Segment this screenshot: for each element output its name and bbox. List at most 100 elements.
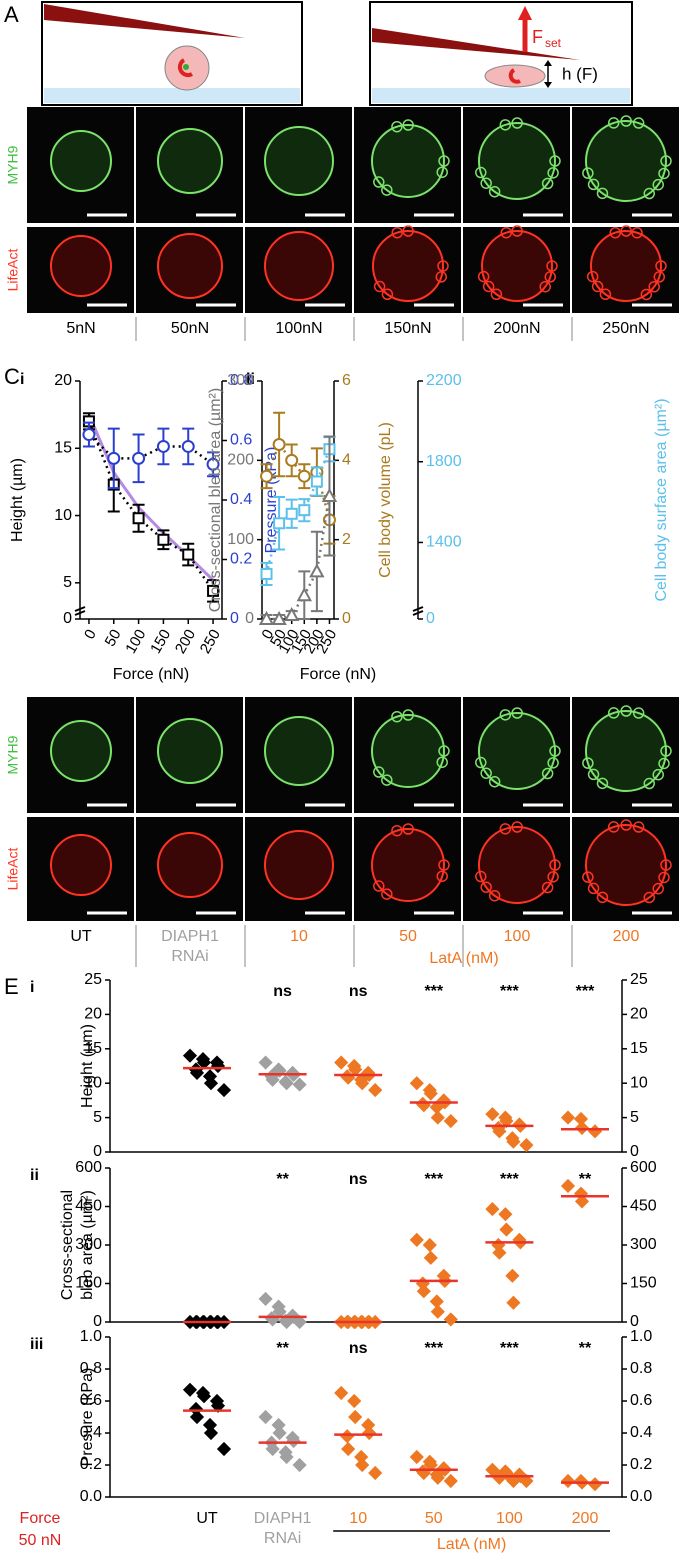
cell: [157, 233, 223, 299]
bleb: [541, 881, 554, 894]
bleb: [499, 709, 512, 721]
sublabel: i: [30, 979, 34, 996]
cell: [585, 824, 667, 906]
bleb: [648, 280, 660, 293]
marker: [260, 469, 274, 483]
bleb: [490, 288, 503, 301]
marker: [296, 587, 312, 602]
bleb: [438, 745, 450, 757]
marker: [285, 453, 299, 467]
bleb: [653, 271, 666, 283]
condition-label: DIAPH1 RNAi: [161, 928, 219, 965]
cell: [585, 710, 667, 792]
bleb: [482, 280, 495, 293]
y-tick-label: 0: [630, 1143, 639, 1160]
cell: [264, 126, 334, 196]
y-tick-label: 20: [630, 1006, 648, 1023]
data-point: [355, 1457, 370, 1473]
data-point: [355, 1076, 370, 1091]
y-tick-label: 0: [245, 610, 254, 627]
data-point: [258, 1291, 273, 1306]
x-tick-label: 200: [172, 626, 199, 656]
sublabel: ii: [30, 1167, 39, 1184]
bleb: [436, 166, 448, 178]
bleb: [547, 167, 559, 179]
data-point: [492, 1470, 507, 1485]
condition-label: 200: [613, 928, 640, 945]
bleb: [373, 880, 385, 892]
y2-tick-label: 6: [342, 372, 351, 389]
data-point: [443, 1113, 458, 1129]
data-point: [334, 1055, 349, 1070]
data-point: [499, 1222, 514, 1237]
significance: **: [579, 1340, 592, 1357]
significance: ns: [349, 1171, 368, 1188]
bleb: [436, 870, 448, 882]
y-tick-label: 600: [630, 1159, 657, 1176]
x-tick-label: 50: [102, 626, 125, 649]
data-point: [587, 1124, 603, 1139]
y3-axis-label: Cell body surface area (µm²): [653, 398, 670, 601]
x-tick-label: 0: [81, 626, 100, 642]
bleb: [539, 280, 551, 293]
panel-label: C: [4, 364, 20, 389]
data-point: [216, 1441, 232, 1457]
y3-tick-label: 1400: [426, 534, 462, 551]
channel-label: LifeAct: [5, 847, 21, 890]
bleb: [658, 757, 670, 770]
significance: ***: [500, 1340, 519, 1357]
y2-tick-label: 0.2: [230, 551, 252, 568]
force-label: Force: [20, 1510, 61, 1527]
y-tick-label: 5: [63, 574, 72, 591]
bleb: [549, 859, 561, 871]
bleb: [620, 819, 632, 831]
bleb: [632, 117, 645, 129]
data-point: [279, 1314, 294, 1330]
bleb: [620, 115, 632, 127]
y-axis-label: Cross-sectional bleb area (µm²): [207, 388, 224, 612]
height-label: h (F): [562, 64, 598, 83]
y-tick-label: 0.0: [630, 1488, 652, 1505]
data-point: [423, 1250, 438, 1265]
series-line: [265, 448, 331, 575]
x-tick-label: 50: [267, 626, 290, 649]
y-tick-label: 0.0: [80, 1488, 102, 1505]
data-point: [272, 1304, 287, 1319]
bleb: [582, 167, 594, 179]
channel-label: MYH9: [5, 735, 21, 774]
data-point: [409, 1449, 424, 1465]
significance: ***: [576, 983, 595, 1000]
bleb: [381, 184, 393, 196]
y-tick-label: 0: [63, 610, 72, 627]
y-axis-label: Height (µm): [79, 1024, 96, 1108]
significance: ns: [349, 1340, 368, 1357]
bleb: [660, 859, 672, 871]
x-tick-label: UT: [196, 1510, 218, 1527]
data-point: [443, 1312, 458, 1327]
data-point: [587, 1477, 603, 1492]
bleb: [438, 859, 450, 871]
data-point: [422, 1237, 437, 1253]
data-point: [485, 1107, 500, 1122]
data-point: [492, 1245, 507, 1260]
bleb: [435, 271, 448, 283]
y-tick-label: 10: [54, 507, 72, 524]
y3-tick-label: 2200: [426, 372, 462, 389]
y-tick-label: 15: [630, 1040, 648, 1057]
marker: [297, 469, 311, 483]
cell: [371, 124, 445, 198]
marker: [207, 584, 220, 597]
data-point: [368, 1465, 383, 1481]
bleb: [475, 870, 487, 883]
bleb: [437, 260, 449, 272]
y-tick-label: 20: [54, 372, 72, 389]
data-point: [189, 1065, 205, 1080]
x-tick-label: 150: [147, 626, 174, 656]
y-tick-label: 200: [227, 452, 254, 469]
cell: [157, 832, 223, 898]
bleb: [620, 705, 632, 717]
bleb: [499, 823, 512, 835]
data-point: [430, 1470, 445, 1485]
condition-label: 5nN: [66, 320, 95, 337]
y2-tick-label: 0.6: [230, 432, 252, 449]
